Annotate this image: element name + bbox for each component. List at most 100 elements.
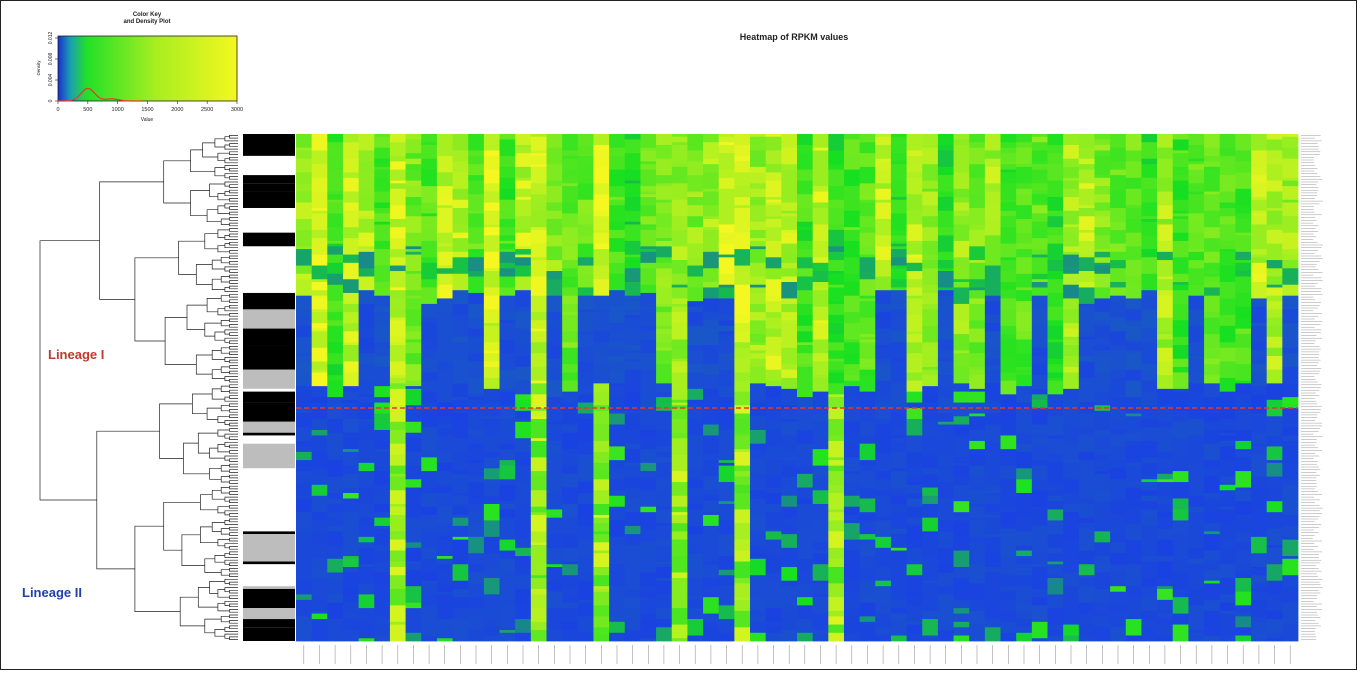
heatmap-cell (906, 493, 923, 497)
heatmap-cell (890, 402, 907, 412)
heatmap-cell (327, 545, 344, 560)
heatmap-cell (922, 484, 939, 488)
heatmap-cell (969, 262, 986, 280)
heatmap-cell (640, 191, 657, 195)
heatmap-cell (812, 375, 829, 379)
heatmap-cell (342, 542, 360, 557)
heatmap-cell (890, 495, 907, 505)
heatmap-cell (374, 134, 391, 138)
heatmap-cell (906, 150, 923, 157)
heatmap-cell (890, 153, 907, 162)
row-dendrogram (39, 135, 238, 640)
heatmap-cell (483, 377, 500, 390)
heatmap-cell (1047, 180, 1064, 198)
heatmap-cell (358, 268, 375, 277)
heatmap-cell (828, 624, 845, 634)
heatmap-cell (609, 413, 626, 425)
heatmap-cell (1266, 564, 1283, 582)
heatmap-cell (750, 172, 767, 184)
heatmap-cell (327, 531, 344, 546)
heatmap-cell (624, 462, 641, 466)
heatmap-cell (671, 638, 688, 642)
heatmap-cell (1251, 471, 1268, 477)
heatmap-cell (1094, 501, 1111, 519)
heatmap-cell (1063, 323, 1080, 329)
heatmap-cell (1094, 405, 1111, 412)
heatmap-cell (671, 323, 688, 340)
heatmap-cell (577, 331, 594, 335)
heatmap-cell (468, 476, 485, 483)
heatmap-cell (890, 383, 907, 398)
heatmap-cell (1235, 550, 1252, 565)
heatmap-cell (624, 254, 641, 258)
heatmap-cell (577, 134, 594, 146)
heatmap-cell (656, 506, 673, 510)
heatmap-cell (1172, 454, 1189, 458)
heatmap-cell (984, 536, 1001, 551)
heatmap-cell (327, 432, 344, 445)
heatmap-cell (405, 386, 422, 390)
heatmap-cell (296, 484, 313, 497)
heatmap-cell (1031, 577, 1048, 590)
heatmap-cell (311, 531, 328, 546)
heatmap-cell (734, 465, 751, 472)
heatmap-cell (311, 331, 328, 349)
heatmap-cell (1188, 451, 1205, 456)
heatmap-cell (781, 216, 798, 231)
heatmap-cell (765, 599, 782, 609)
heatmap-cell (1000, 216, 1017, 228)
heatmap-cell (421, 358, 438, 365)
heatmap-cell (342, 451, 360, 466)
heatmap-cell (906, 564, 923, 576)
heatmap-cell (781, 506, 798, 519)
annotation-band (243, 134, 295, 156)
heatmap-cell (499, 243, 516, 247)
heatmap-cell (296, 567, 313, 582)
heatmap-cell (984, 366, 1001, 371)
heatmap-cell (452, 273, 469, 291)
heatmap-cell (530, 287, 547, 297)
heatmap-cell (984, 627, 1001, 642)
heatmap-cell (1157, 482, 1174, 497)
heatmap-cell (797, 597, 814, 606)
heatmap-cell (1266, 487, 1283, 502)
heatmap-cell (374, 177, 391, 192)
heatmap-cell (1125, 498, 1142, 508)
heatmap-cell (1094, 273, 1111, 288)
heatmap-cell (468, 155, 485, 165)
heatmap-cell (546, 564, 563, 568)
heatmap-cell (1251, 197, 1268, 201)
heatmap-cell (374, 440, 391, 450)
heatmap-cell (969, 482, 986, 491)
heatmap-cell (1031, 509, 1048, 527)
heatmap-cell (1000, 199, 1017, 203)
heatmap-cell (358, 216, 375, 220)
heatmap-cell (1063, 144, 1080, 160)
heatmap-cell (1078, 377, 1095, 395)
heatmap-cell (781, 457, 798, 461)
heatmap-cell (546, 295, 563, 313)
heatmap-cell (296, 147, 313, 151)
heatmap-cell (1204, 271, 1221, 275)
heatmap-cell (1110, 161, 1127, 171)
heatmap-cell (734, 577, 751, 584)
heatmap-cell (1282, 268, 1299, 286)
heatmap-cell (296, 172, 313, 184)
heatmap-cell (311, 608, 328, 612)
heatmap-cell (797, 229, 814, 242)
heatmap-cell (1016, 468, 1033, 480)
heatmap-cell (624, 410, 641, 414)
heatmap-cell (797, 429, 814, 445)
heatmap-cell (859, 232, 876, 247)
heatmap-cell (311, 386, 328, 398)
heatmap-cell (812, 438, 829, 450)
heatmap-cell (358, 564, 375, 568)
heatmap-cell (421, 240, 438, 258)
heatmap-cell (656, 429, 673, 447)
heatmap-cell (953, 597, 970, 601)
heatmap-cell (1094, 320, 1111, 327)
heatmap-cell (483, 202, 500, 212)
heatmap-cell (1172, 388, 1189, 393)
heatmap-cell (1125, 246, 1142, 261)
heatmap-cell (546, 534, 563, 549)
